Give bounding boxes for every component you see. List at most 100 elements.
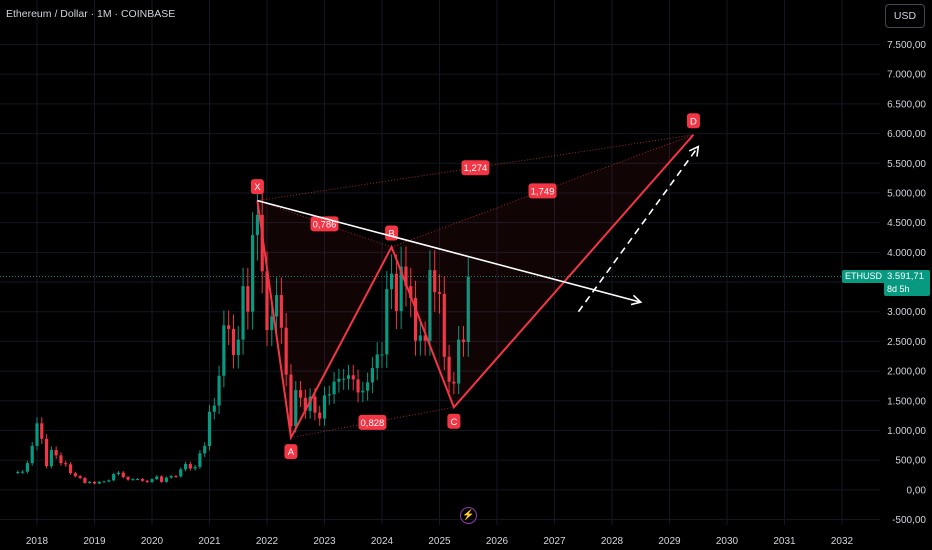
chart-title: Ethereum / Dollar · 1M · COINBASE — [6, 8, 176, 20]
candle-body — [423, 335, 427, 341]
candle-body — [231, 328, 236, 356]
point-label-box — [686, 113, 700, 129]
time-axis[interactable]: 2018 2019 2020 2021 2022 2023 2024 2025 2026 2027… — [26, 536, 854, 547]
y-tick-label: 4.500,00 — [887, 218, 926, 229]
candle-body — [140, 479, 145, 481]
projection-arrowhead — [688, 145, 700, 157]
candle-body — [246, 286, 250, 312]
y-tick-label: 7.500,00 — [887, 40, 926, 51]
candle-body — [346, 375, 351, 379]
harmonic-pattern[interactable]: 0,786 0,828 1,749 1,274 X A B C D — [250, 113, 700, 460]
point-label-box — [284, 444, 298, 460]
y-tick-label: 3.000,00 — [887, 307, 926, 318]
candle-body — [322, 395, 327, 419]
pattern-fill-xab — [257, 200, 392, 438]
x-tick-label: 2019 — [83, 536, 106, 547]
ratio-label: 1,274 — [464, 163, 488, 174]
candle-body — [136, 479, 140, 481]
last-price-value: 3.591,71 — [887, 271, 924, 282]
x-tick-label: 2024 — [371, 536, 394, 547]
candle-body — [131, 479, 135, 481]
lightning-icon[interactable]: ⚡ — [460, 507, 477, 524]
candle-body — [255, 214, 260, 236]
candle-body — [437, 292, 442, 294]
candle-body — [337, 378, 341, 382]
candle-body — [366, 382, 370, 391]
candle-body — [169, 476, 173, 478]
candle-body — [251, 235, 255, 312]
pattern-ratio-line — [290, 406, 454, 438]
pattern-fill-bcd — [391, 134, 694, 408]
candle-body — [294, 390, 298, 427]
ratio-label-box — [461, 160, 490, 176]
candle-body — [461, 339, 466, 342]
candle-body — [203, 446, 207, 454]
candle-body — [433, 270, 437, 293]
x-tick-label: 2028 — [601, 536, 624, 547]
candle-body — [404, 266, 408, 287]
point-label-box — [447, 413, 461, 429]
candle-body — [313, 396, 317, 413]
candle-body — [394, 273, 398, 312]
candle-body — [303, 397, 307, 411]
candle-body — [361, 390, 365, 393]
candle-body — [274, 295, 279, 317]
candle-body — [370, 368, 375, 383]
candle-body — [217, 375, 221, 406]
candle-body — [409, 286, 413, 299]
candle-body — [265, 271, 269, 331]
candle-body — [389, 273, 394, 290]
candle-body — [413, 298, 418, 341]
candle-body — [222, 325, 226, 376]
ratio-label-box — [358, 414, 387, 430]
candle-body — [159, 476, 164, 482]
candle-body — [145, 480, 149, 483]
candle-body — [418, 335, 422, 341]
x-tick-label: 2029 — [658, 536, 681, 547]
y-tick-label: 6.500,00 — [887, 99, 926, 110]
candle-body — [270, 316, 274, 331]
candle-body — [35, 423, 39, 446]
candle-body — [30, 445, 34, 464]
y-tick-label: 500,00 — [895, 456, 926, 467]
point-label-box — [250, 179, 264, 195]
x-tick-label: 2025 — [428, 536, 451, 547]
candle-body — [179, 469, 183, 477]
candle-body — [116, 472, 121, 475]
y-tick-label: 5.000,00 — [887, 188, 926, 199]
last-price-tag: 3.591,71 8d 5h — [884, 270, 930, 296]
x-tick-label: 2032 — [831, 536, 854, 547]
candle-body — [356, 379, 360, 393]
grid-lines — [0, 0, 880, 525]
candle-body — [375, 354, 379, 369]
trendline — [257, 199, 641, 303]
candle-body — [49, 450, 53, 467]
x-tick-label: 2026 — [486, 536, 509, 547]
currency-button[interactable]: USD — [885, 4, 925, 28]
point-label: C — [450, 417, 457, 428]
ratio-label: 0,828 — [361, 418, 385, 429]
point-label: D — [690, 116, 697, 127]
candle-body — [183, 464, 188, 470]
candle-body — [342, 378, 346, 380]
candle-body — [64, 463, 68, 465]
bar-countdown: 8d 5h — [887, 284, 910, 294]
candle-body — [308, 396, 312, 411]
candle-body — [54, 450, 58, 456]
candle-body — [40, 423, 44, 439]
candle-body — [279, 295, 283, 328]
x-tick-label: 2018 — [26, 536, 49, 547]
y-tick-label: 0,00 — [907, 485, 927, 496]
candle-body — [198, 453, 202, 467]
candle-body — [193, 466, 197, 469]
x-tick-label: 2031 — [773, 536, 796, 547]
candle-body — [126, 477, 130, 480]
candle-body — [16, 472, 20, 473]
candle-body — [68, 464, 73, 474]
candle-body — [318, 412, 322, 419]
y-tick-label: 7.000,00 — [887, 70, 926, 81]
candle-body — [428, 270, 432, 341]
x-tick-label: 2027 — [543, 536, 566, 547]
ratio-label-box — [528, 183, 557, 199]
